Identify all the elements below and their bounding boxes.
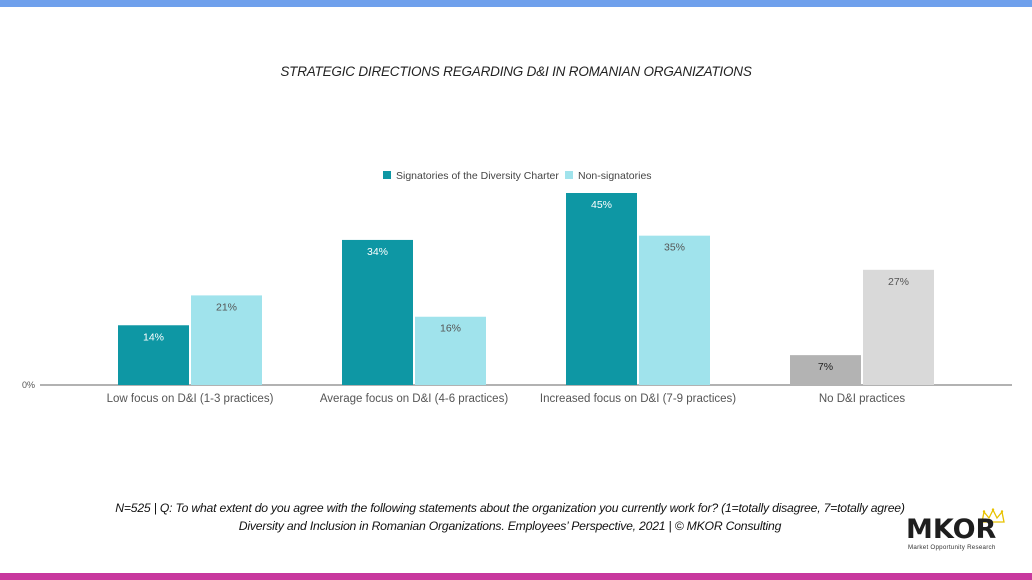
bar-2-1 bbox=[639, 235, 710, 385]
data-label-3-1: 27% bbox=[888, 276, 909, 288]
bar-1-1 bbox=[415, 316, 486, 385]
data-label-2-0: 45% bbox=[591, 199, 612, 211]
y-tick-label: 0% bbox=[22, 380, 35, 390]
footer-question-note: N=525 | Q: To what extent do you agree w… bbox=[115, 501, 905, 515]
data-label-1-0: 34% bbox=[367, 246, 388, 258]
x-tick-label-2: Increased focus on D&I (7-9 practices) bbox=[540, 393, 736, 405]
bar-0-1 bbox=[191, 295, 262, 385]
bar-3-1 bbox=[863, 269, 934, 385]
bar-chart: 0% Signatories of the Diversity Charter No… bbox=[22, 170, 1012, 405]
data-label-3-0: 7% bbox=[818, 361, 833, 373]
bar-0-0 bbox=[118, 325, 189, 385]
data-label-0-1: 21% bbox=[216, 301, 237, 313]
logo-wordmark: MKOR bbox=[906, 514, 997, 545]
legend-swatch-0 bbox=[383, 171, 391, 179]
top-accent-bar bbox=[0, 0, 1032, 7]
x-tick-label-0: Low focus on D&I (1-3 practices) bbox=[107, 393, 274, 405]
crown-icon bbox=[981, 508, 1005, 523]
legend-label-0: Signatories of the Diversity Charter bbox=[396, 170, 559, 182]
bar-2-0 bbox=[566, 193, 637, 385]
x-tick-label-3: No D&I practices bbox=[819, 393, 906, 405]
bar-3-0 bbox=[790, 355, 861, 385]
bar-1-0 bbox=[342, 239, 413, 385]
data-label-1-1: 16% bbox=[440, 323, 461, 335]
legend-label-1: Non-signatories bbox=[578, 170, 652, 182]
legend-swatch-1 bbox=[565, 171, 573, 179]
mkor-logo: MKOR Market Opportunity Research bbox=[906, 508, 1018, 556]
logo-tagline: Market Opportunity Research bbox=[908, 544, 996, 551]
chart-title: STRATEGIC DIRECTIONS REGARDING D&I IN RO… bbox=[280, 64, 752, 79]
bottom-accent-bar bbox=[0, 573, 1032, 580]
data-label-0-0: 14% bbox=[143, 331, 164, 343]
data-label-2-1: 35% bbox=[664, 242, 685, 254]
footer-source-note: Diversity and Inclusion in Romanian Orga… bbox=[238, 519, 782, 533]
x-tick-label-1: Average focus on D&I (4-6 practices) bbox=[320, 393, 509, 405]
